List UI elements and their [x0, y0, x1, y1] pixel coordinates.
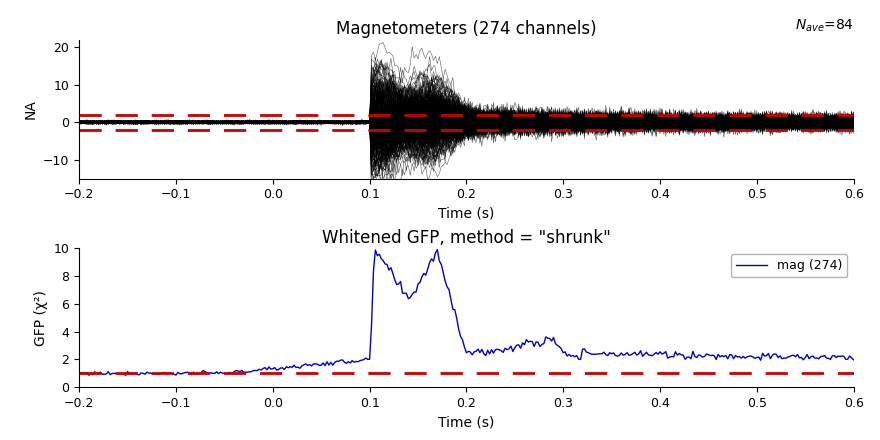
Legend: mag (274): mag (274) [730, 254, 847, 277]
Y-axis label: GFP (χ²): GFP (χ²) [34, 290, 48, 345]
Title: Magnetometers (274 channels): Magnetometers (274 channels) [336, 20, 597, 38]
X-axis label: Time (s): Time (s) [438, 415, 495, 429]
Title: Whitened GFP, method = "shrunk": Whitened GFP, method = "shrunk" [322, 229, 611, 246]
X-axis label: Time (s): Time (s) [438, 207, 495, 221]
Y-axis label: NA: NA [24, 99, 38, 119]
Text: $N_{ave}$=84: $N_{ave}$=84 [795, 18, 854, 34]
